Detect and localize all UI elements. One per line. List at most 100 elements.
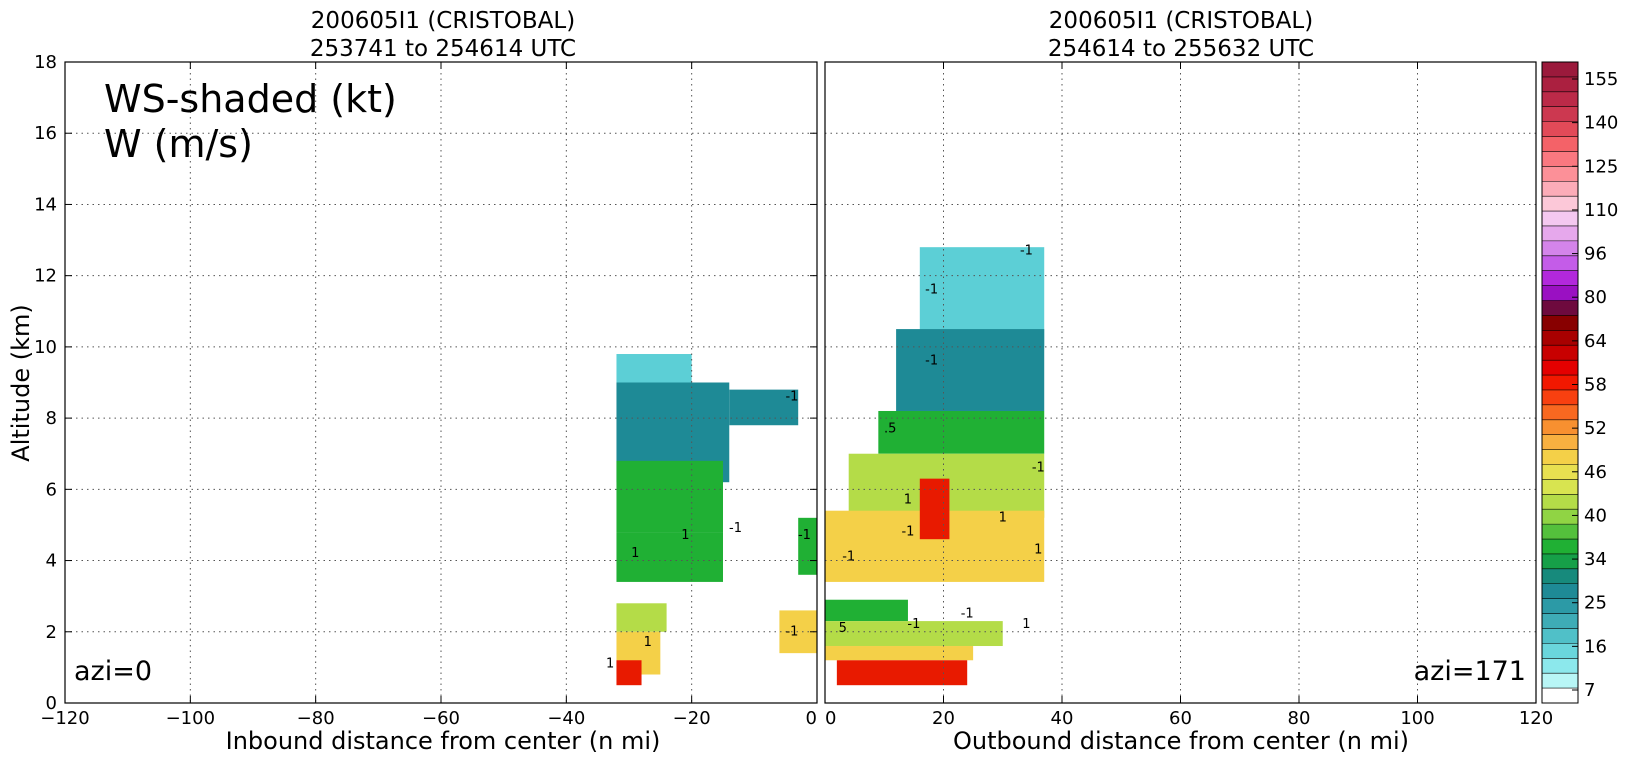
left-y-ticks: 0 2 4 6 8 10 12 14 16 18: [34, 52, 1536, 714]
x-tick-label: 120: [1519, 708, 1553, 729]
left-contour-labels: 1 1 -1 1 -1 -1 -1 1: [606, 389, 811, 671]
colorbar-bands: [1542, 61, 1578, 704]
contour-label: -1: [785, 389, 798, 404]
colorbar-band: [1542, 240, 1578, 257]
right-grid: [825, 62, 1536, 703]
colorbar-band: [1542, 121, 1578, 138]
colorbar-band: [1542, 270, 1578, 287]
contour-label: -1: [925, 282, 938, 297]
colorbar-label: 25: [1584, 593, 1607, 614]
y-tick-label: 6: [46, 479, 57, 500]
colorbar-band: [1542, 76, 1578, 93]
colorbar-band: [1542, 688, 1578, 704]
colorbar-label: 64: [1584, 331, 1607, 352]
x-tick-label: 20: [932, 708, 955, 729]
x-tick-label: −100: [166, 708, 215, 729]
x-tick-label: 60: [1169, 708, 1192, 729]
colorbar-band: [1542, 628, 1578, 644]
x-tick-label: −60: [422, 708, 460, 729]
y-tick-label: 8: [46, 408, 57, 429]
x-tick-label: −120: [40, 708, 89, 729]
right-wind-field: [825, 247, 1045, 686]
left-wind-field: [616, 354, 817, 686]
y-axis-label: Altitude (km): [7, 304, 35, 461]
y-tick-label: 2: [46, 622, 57, 643]
colorbar-band: [1542, 479, 1578, 495]
colorbar-label: 16: [1584, 636, 1607, 657]
colorbar-band: [1542, 598, 1578, 615]
colorbar-label: 34: [1584, 549, 1607, 570]
contour-label: -1: [961, 607, 974, 622]
colorbar-band: [1542, 509, 1578, 525]
contour-label: 1: [606, 656, 614, 671]
colorbar-band: [1542, 166, 1578, 182]
contour-label: -1: [1032, 461, 1045, 476]
overlay-label-ws: WS-shaded (kt): [104, 77, 397, 121]
wind-region: [878, 410, 1045, 454]
x-tick-label: 0: [806, 708, 817, 729]
colorbar-band: [1542, 91, 1578, 108]
colorbar-band: [1542, 673, 1578, 689]
wind-region: [616, 660, 642, 686]
right-azimuth-label: azi=171: [1414, 656, 1526, 687]
wind-region: [825, 599, 908, 622]
contour-label: -1: [901, 525, 914, 540]
colorbar-band: [1542, 255, 1578, 272]
contour-label: 1: [631, 546, 639, 561]
y-tick-label: 14: [34, 194, 57, 215]
wind-region: [616, 460, 723, 533]
y-tick-label: 12: [34, 266, 57, 287]
colorbar-label: 155: [1584, 69, 1618, 90]
colorbar-band: [1542, 330, 1578, 346]
right-x-axis-label: Outbound distance from center (n mi): [953, 727, 1409, 755]
colorbar-label: 125: [1584, 156, 1618, 177]
x-tick-label: 40: [1051, 708, 1074, 729]
colorbar-band: [1542, 553, 1578, 570]
y-tick-label: 0: [46, 693, 57, 714]
contour-label: -1: [729, 521, 742, 536]
colorbar-band: [1542, 285, 1578, 302]
contour-label: 1: [681, 528, 689, 543]
colorbar: 155 140 125 110 96 80 64 58 52 46 40 34 25 16 7: [1541, 61, 1618, 704]
colorbar-band: [1542, 539, 1578, 555]
wind-region: [729, 389, 799, 426]
contour-label: -1: [842, 550, 855, 565]
right-contour-labels: -1 -1 -1 .5 -1 -1 1 1 1 -1 5 -1 -1 1: [839, 243, 1045, 635]
colorbar-label: 80: [1584, 287, 1607, 308]
colorbar-band: [1542, 106, 1578, 123]
colorbar-band: [1542, 524, 1578, 540]
colorbar-band: [1542, 225, 1578, 242]
contour-label: 5: [839, 621, 847, 636]
contour-label: 1: [904, 493, 912, 508]
left-x-axis-label: Inbound distance from center (n mi): [226, 727, 661, 755]
contour-label: -1: [907, 617, 920, 632]
colorbar-label: 7: [1584, 680, 1595, 701]
left-x-ticks: −120 −100 −80 −60 −40 −20 0: [40, 62, 818, 729]
colorbar-band: [1542, 464, 1578, 480]
colorbar-label: 58: [1584, 375, 1607, 396]
colorbar-band: [1542, 211, 1578, 227]
x-tick-label: −80: [297, 708, 335, 729]
y-tick-label: 4: [46, 551, 57, 572]
colorbar-band: [1542, 449, 1578, 465]
colorbar-label: 110: [1584, 200, 1618, 221]
contour-label: -1: [785, 624, 798, 639]
y-tick-label: 16: [34, 123, 57, 144]
colorbar-band: [1542, 568, 1578, 585]
colorbar-label: 52: [1584, 418, 1607, 439]
colorbar-label: 140: [1584, 113, 1618, 134]
contour-label: 1: [1034, 542, 1042, 557]
colorbar-band: [1542, 151, 1578, 167]
colorbar-band: [1542, 494, 1578, 510]
wind-region: [616, 603, 667, 632]
colorbar-label: 46: [1584, 462, 1607, 483]
colorbar-band: [1542, 583, 1578, 600]
contour-label: 1: [1022, 617, 1030, 632]
y-tick-label: 10: [34, 337, 57, 358]
contour-label: -1: [925, 354, 938, 369]
right-x-ticks: 0 20 40 60 80 100 120: [824, 62, 1553, 729]
wind-region: [616, 354, 692, 383]
colorbar-band: [1542, 345, 1578, 361]
